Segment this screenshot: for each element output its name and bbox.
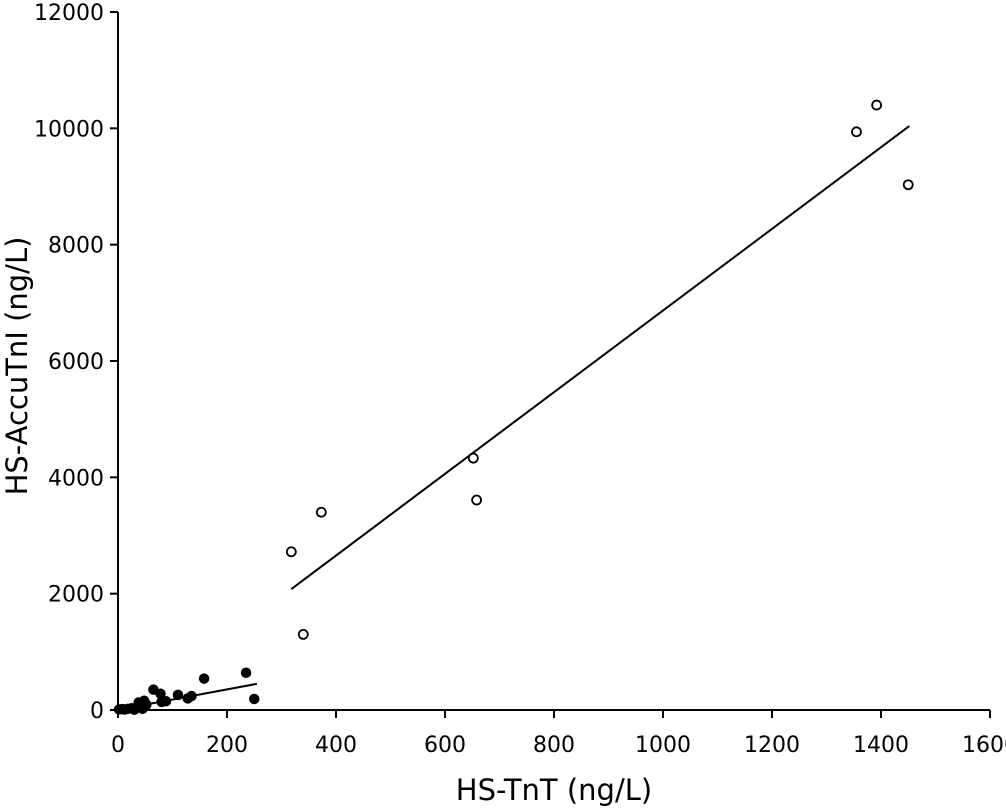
y-axis-title: HS-AccuTnI (ng/L) [0, 237, 34, 496]
open-data-point [851, 126, 862, 138]
y-tick-label: 8000 [48, 234, 104, 259]
open-data-point [902, 179, 914, 191]
regression-line-2 [290, 125, 910, 590]
y-tick-label: 2000 [48, 583, 104, 608]
y-tick-label: 12000 [34, 1, 104, 26]
x-tick-label: 800 [533, 733, 575, 758]
y-tick-label: 6000 [48, 350, 104, 375]
x-tick-label: 400 [315, 733, 357, 758]
open-data-point [471, 494, 483, 506]
open-data-point [467, 452, 479, 464]
x-tick-label: 600 [424, 733, 466, 758]
filled-data-point [240, 667, 252, 679]
y-tick-label: 0 [90, 699, 104, 724]
filled-data-point [141, 699, 152, 711]
open-data-point [297, 628, 309, 640]
x-tick-label: 0 [111, 733, 125, 758]
open-data-point [285, 546, 297, 558]
open-data-point [871, 99, 883, 111]
filled-data-point [249, 693, 260, 705]
axes [117, 12, 990, 711]
y-tick-label: 4000 [48, 466, 104, 491]
x-tick-label: 1000 [635, 733, 691, 758]
y-axis-ticks: 0 2000 4000 6000 8000 10000 12000 [34, 1, 118, 724]
fit-lines [128, 125, 910, 709]
x-axis-title: HS-TnT (ng/L) [456, 773, 652, 807]
filled-data-point [160, 696, 172, 707]
y-tick-label: 10000 [34, 117, 104, 142]
data-points [113, 99, 914, 715]
filled-data-point [172, 689, 184, 701]
x-tick-label: 1200 [744, 733, 800, 758]
open-data-point [315, 506, 327, 518]
filled-data-point [198, 673, 210, 684]
filled-data-point [186, 690, 197, 702]
x-tick-label: 200 [206, 733, 248, 758]
x-tick-label: 1400 [853, 733, 909, 758]
